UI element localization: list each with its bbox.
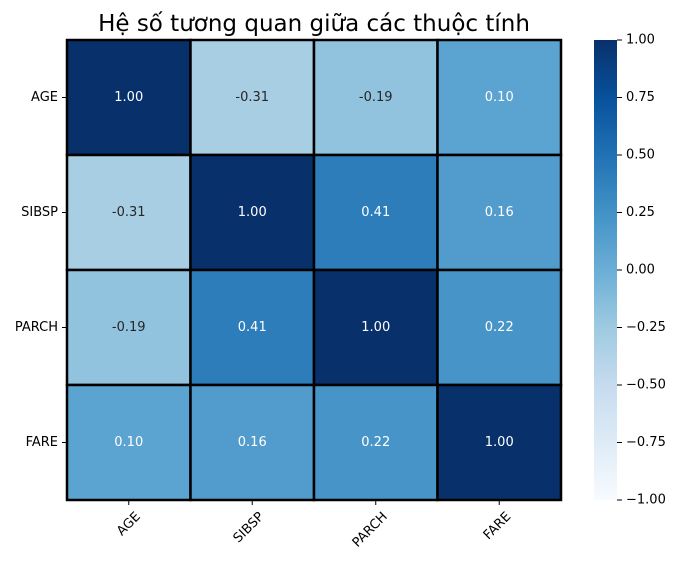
heatmap-cell-sibsp-fare [436, 153, 563, 272]
cell-value-label: 0.10 [114, 435, 143, 450]
heatmap-cell-parch-sibsp [189, 268, 316, 387]
heatmap-cell-fare-fare [436, 383, 563, 502]
colorbar-tick-label: 0.25 [626, 205, 655, 220]
colorbar: 1.00 0.75 0.50 0.25 0.00 −0.25 −0.50 −0.75 −1.00 [594, 33, 666, 508]
x-tick-label: FARE [481, 509, 515, 543]
cell-value-label: 0.41 [361, 205, 390, 220]
cell-value-label: 0.22 [361, 435, 390, 450]
cell-value-label: 1.00 [114, 90, 143, 105]
heatmap-cell-sibsp-sibsp [189, 153, 316, 272]
heatmap-cell-fare-sibsp [189, 383, 316, 502]
heatmap-cell-parch-fare [436, 268, 563, 387]
cell-value-label: 0.16 [238, 435, 267, 450]
x-tick-label: PARCH [350, 509, 391, 550]
cell-value-label: 1.00 [238, 205, 267, 220]
colorbar-gradient [594, 40, 617, 500]
x-tick-label: SIBSP [231, 509, 268, 546]
cell-value-label: 0.41 [238, 320, 267, 335]
y-tick-label: SIBSP [21, 205, 58, 220]
colorbar-tick-label: −0.25 [626, 320, 666, 335]
x-tick-label: AGE [114, 509, 144, 539]
colorbar-tick-label: −0.75 [626, 435, 666, 450]
y-tick-label: FARE [26, 435, 58, 450]
cell-value-label: 1.00 [485, 435, 514, 450]
cell-value-label: 0.22 [485, 320, 514, 335]
colorbar-tick-label: −1.00 [626, 493, 666, 508]
y-tick-label: PARCH [15, 320, 58, 335]
heatmap-cell-age-age [65, 38, 192, 157]
heatmap-cell-labels: 1.00 -0.31 -0.19 0.10 -0.31 1.00 0.41 0.16 -0.19… [112, 90, 514, 450]
cell-value-label: 0.16 [485, 205, 514, 220]
heatmap-cell-age-parch [312, 38, 439, 157]
chart-title: Hệ số tương quan giữa các thuộc tính [98, 11, 530, 37]
cell-value-label: 1.00 [361, 320, 390, 335]
cell-value-label: 0.10 [485, 90, 514, 105]
heatmap-cells [65, 38, 563, 502]
cell-value-label: -0.31 [112, 205, 146, 220]
colorbar-tick-label: 0.50 [626, 148, 655, 163]
cell-value-label: -0.19 [359, 90, 393, 105]
colorbar-tick-label: 0.75 [626, 90, 655, 105]
colorbar-tick-label: −0.50 [626, 378, 666, 393]
colorbar-tick-label: 0.00 [626, 263, 655, 278]
heatmap-cell-age-sibsp [189, 38, 316, 157]
y-tick-label: AGE [31, 90, 58, 105]
colorbar-tick-label: 1.00 [626, 33, 655, 48]
x-axis: AGE SIBSP PARCH FARE [114, 500, 514, 551]
cell-value-label: -0.19 [112, 320, 146, 335]
y-axis: AGE SIBSP PARCH FARE [15, 90, 67, 450]
heatmap-cell-age-fare [436, 38, 563, 157]
cell-value-label: -0.31 [235, 90, 269, 105]
